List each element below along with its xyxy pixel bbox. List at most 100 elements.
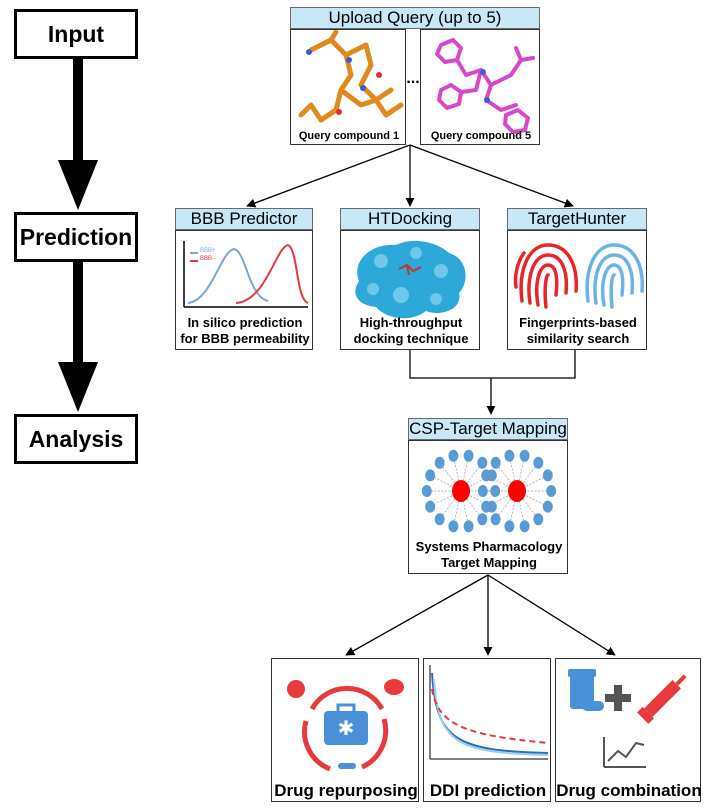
target-node	[477, 485, 488, 497]
stage-arrow-1	[58, 59, 98, 210]
network-edge	[516, 455, 525, 492]
target-node	[477, 456, 488, 469]
htdocking-header: HTDocking	[340, 208, 480, 230]
network-edge	[516, 490, 539, 520]
target-node	[481, 469, 492, 482]
target-node	[533, 456, 544, 469]
htdocking-title: HTDocking	[367, 209, 453, 228]
output-ddi-box: DDI prediction	[423, 658, 551, 802]
target-node	[425, 500, 436, 513]
csp-box: Systems Pharmacology Target Mapping	[408, 440, 568, 574]
output-combination-box: Drug combination	[555, 658, 702, 802]
network-edge	[430, 475, 462, 492]
network-edge	[453, 455, 462, 492]
orange-molecule-icon	[298, 30, 404, 123]
bbb-distribution-icon	[183, 241, 309, 308]
targethunter-box: Fingerprints-based similarity search	[507, 230, 647, 350]
stage-input: Input	[14, 9, 138, 59]
network-edge	[516, 462, 539, 492]
stage-prediction-label: Prediction	[19, 223, 133, 250]
targethunter-title: TargetHunter	[527, 209, 627, 228]
network-edge	[460, 455, 469, 492]
target-node	[490, 456, 501, 469]
bbb-legend-plus: BBB+	[200, 248, 216, 254]
csp-title: CSP-Target Mapping	[409, 419, 567, 438]
htdocking-caption-1: High-throughput	[359, 315, 463, 330]
network-edge	[509, 490, 518, 527]
drug-repurposing-icon: ✱	[287, 679, 404, 772]
ellipsis: ...	[406, 70, 420, 87]
htdocking-box: High-throughput docking technique	[340, 230, 480, 350]
compound-1-box: Query compound 1	[290, 29, 406, 145]
target-node	[477, 513, 488, 526]
network-edge	[516, 490, 548, 507]
network-edge	[453, 490, 462, 527]
target-node	[463, 449, 474, 462]
network-icon	[421, 449, 557, 533]
hub-node	[508, 480, 526, 502]
csp-caption-1: Systems Pharmacology	[415, 539, 563, 554]
target-node	[434, 513, 445, 526]
htdocking-caption-2: docking technique	[353, 331, 469, 346]
bbb-legend-minus: BBB-	[200, 256, 215, 262]
network-edge	[430, 490, 462, 507]
target-node	[463, 520, 474, 533]
compound-5-box: Query compound 5	[420, 29, 540, 145]
bbb-title: BBB Predictor	[190, 209, 298, 228]
targethunter-header: TargetHunter	[507, 208, 647, 230]
combination-label: Drug combination	[556, 781, 702, 800]
compound-5-label: Query compound 5	[430, 130, 532, 142]
targethunter-caption-1: Fingerprints-based	[519, 315, 637, 330]
network-edge	[509, 455, 518, 492]
connector-modules-csp	[409, 350, 576, 415]
ddi-curve-icon	[429, 665, 549, 760]
network-edge	[460, 462, 483, 492]
target-node	[481, 500, 492, 513]
upload-header: Upload Query (up to 5)	[290, 7, 540, 29]
network-edge	[460, 490, 483, 520]
targethunter-caption-2: similarity search	[526, 331, 630, 346]
bbb-caption-2: for BBB permeability	[180, 331, 310, 346]
stage-analysis-label: Analysis	[28, 425, 124, 452]
fingerprint-icon	[513, 243, 644, 309]
stage-input-label: Input	[47, 20, 105, 47]
ddi-label: DDI prediction	[429, 781, 547, 800]
compound-1-label: Query compound 1	[298, 130, 400, 142]
network-edge	[439, 490, 462, 520]
svg-text:✱: ✱	[338, 716, 355, 740]
stage-prediction: Prediction	[14, 212, 138, 262]
target-node	[542, 500, 553, 513]
csp-header: CSP-Target Mapping	[408, 418, 568, 440]
target-node	[504, 449, 515, 462]
target-node	[546, 485, 557, 497]
magenta-molecule-icon	[435, 38, 535, 134]
hub-node	[452, 480, 470, 502]
target-node	[490, 513, 501, 526]
network-edge	[486, 475, 518, 492]
target-node	[542, 469, 553, 482]
network-edge	[460, 490, 469, 527]
stage-arrow-2	[58, 262, 98, 412]
target-node	[421, 485, 432, 497]
bbb-box: BBB+ BBB- In silico prediction for BBB p…	[175, 230, 313, 350]
stage-analysis: Analysis	[14, 414, 138, 464]
target-node	[519, 449, 530, 462]
target-node	[425, 469, 436, 482]
network-edge	[516, 490, 525, 527]
repurposing-label: Drug repurposing	[274, 781, 418, 800]
network-edge	[495, 462, 518, 492]
bbb-caption-1: In silico prediction	[187, 315, 303, 330]
network-edge	[486, 490, 518, 507]
target-node	[448, 449, 459, 462]
output-repurposing-box: ✱ Drug repurposing	[271, 658, 419, 802]
connector-csp-outputs	[345, 574, 616, 656]
csp-caption-2: Target Mapping	[441, 555, 537, 570]
drug-combination-icon	[568, 669, 687, 768]
connector-upload-modules	[246, 144, 574, 208]
protein-surface-icon	[355, 240, 466, 319]
target-node	[504, 520, 515, 533]
network-edge	[495, 490, 518, 520]
target-node	[519, 520, 530, 533]
target-node	[434, 456, 445, 469]
upload-title: Upload Query (up to 5)	[328, 8, 502, 27]
